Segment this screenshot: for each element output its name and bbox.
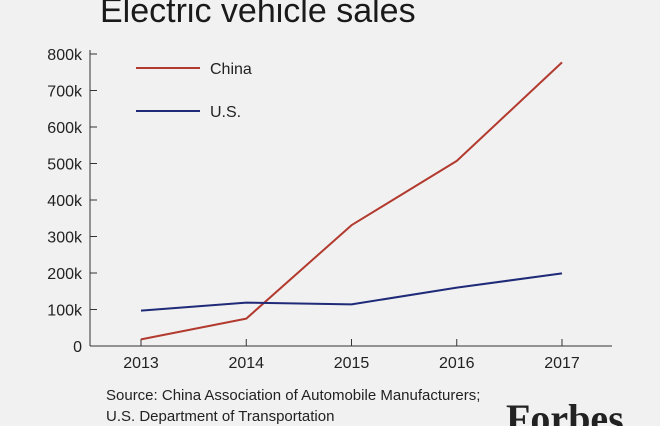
y-tick-label: 500k — [47, 157, 83, 174]
y-tick-label: 300k — [47, 230, 83, 247]
legend-label-china: China — [210, 61, 252, 78]
y-tick-label: 0 — [73, 339, 82, 356]
y-tick-label: 200k — [47, 266, 83, 283]
series-line-u-s — [140, 272, 563, 312]
x-tick-label: 2015 — [334, 355, 370, 372]
y-tick-label: 400k — [47, 193, 83, 210]
x-axis-ticks: 2013 2014 2015 2016 2017 — [123, 339, 580, 372]
y-tick-label: 700k — [47, 84, 83, 101]
series-line-china — [140, 61, 563, 341]
y-tick-label: 600k — [47, 120, 83, 137]
source-note-line-2: U.S. Department of Transportation — [106, 408, 334, 425]
x-tick-label: 2017 — [544, 355, 580, 372]
legend: China U.S. — [136, 61, 252, 121]
source-note-line-1: Source: China Association of Automobile … — [106, 387, 480, 404]
x-tick-label: 2014 — [228, 355, 264, 372]
x-tick-label: 2016 — [439, 355, 475, 372]
legend-label-u-s: U.S. — [210, 104, 241, 121]
x-tick-label: 2013 — [123, 355, 159, 372]
forbes-logo: Forbes — [506, 396, 624, 426]
y-tick-label: 100k — [47, 303, 83, 320]
series-lines — [140, 61, 563, 341]
y-tick-label: 800k — [47, 47, 83, 64]
chart-title: Electric vehicle sales — [100, 0, 416, 30]
y-axis-ticks: 0 100k 200k 300k 400k 500k 600k 700k 800k — [47, 47, 97, 356]
axes — [89, 50, 612, 347]
